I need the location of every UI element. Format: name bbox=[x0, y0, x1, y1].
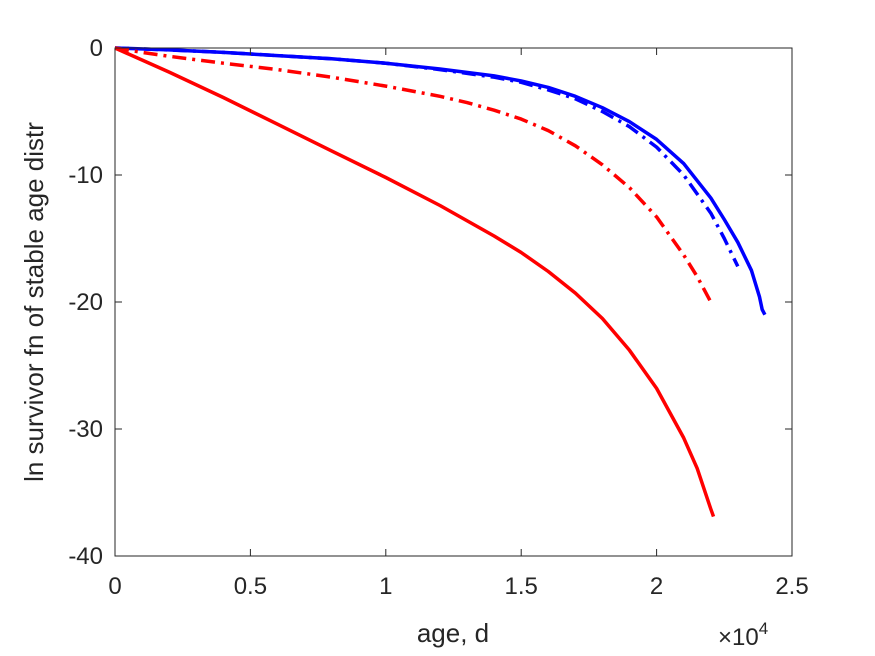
x-tick-label: 2 bbox=[650, 573, 663, 600]
x-tick-label: 2.5 bbox=[775, 573, 808, 600]
y-axis-label: ln survivor fn of stable age distr bbox=[19, 122, 49, 482]
plot-area-background bbox=[115, 48, 792, 556]
x-tick-label: 1 bbox=[379, 573, 392, 600]
y-tick-label: -10 bbox=[68, 162, 103, 189]
series-line-4 bbox=[114, 46, 716, 518]
series-layer bbox=[114, 46, 767, 518]
x-axis-label: age, d bbox=[417, 618, 489, 648]
y-tick-label: -20 bbox=[68, 289, 103, 316]
y-tick-label: -30 bbox=[68, 416, 103, 443]
series-line-2 bbox=[114, 46, 740, 268]
x-axis-exponent-base: ×10 bbox=[718, 624, 759, 651]
x-axis-exponent-power: 4 bbox=[759, 619, 768, 638]
x-axis-exponent: ×104 bbox=[718, 619, 768, 651]
y-axis-ticks: -40 -30 -20 -10 0 bbox=[68, 35, 792, 570]
series-line-1 bbox=[114, 46, 767, 316]
y-tick-label: -40 bbox=[68, 543, 103, 570]
x-tick-label: 0 bbox=[108, 573, 121, 600]
x-tick-label: 1.5 bbox=[505, 573, 538, 600]
x-tick-label: 0.5 bbox=[234, 573, 267, 600]
y-tick-label: 0 bbox=[90, 35, 103, 62]
series-line-3 bbox=[114, 46, 713, 303]
x-axis-ticks: 0 0.5 1 1.5 2 2.5 bbox=[108, 48, 809, 600]
